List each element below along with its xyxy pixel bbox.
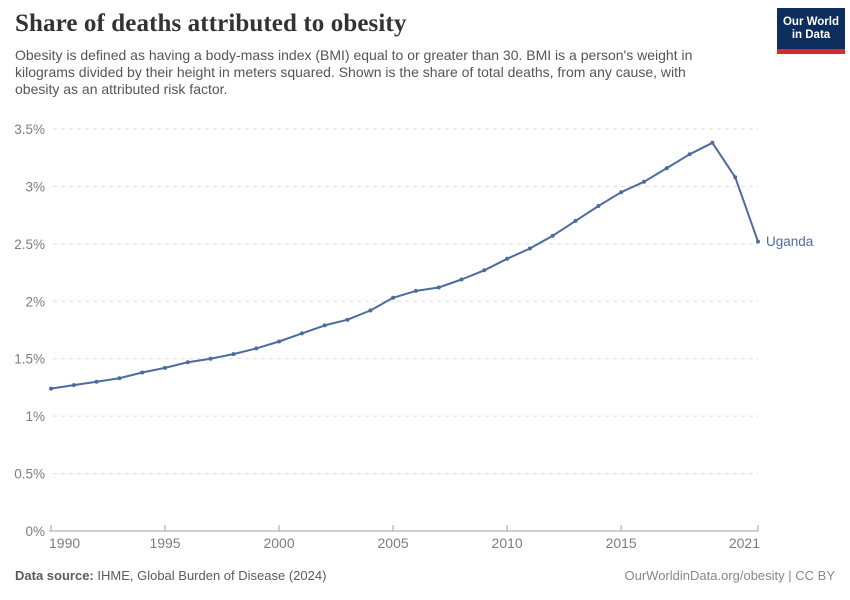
data-point bbox=[619, 190, 624, 195]
data-point bbox=[322, 323, 327, 328]
x-tick-label: 1995 bbox=[149, 535, 180, 551]
owid-logo-line2: in Data bbox=[791, 28, 831, 41]
y-tick-label: 0.5% bbox=[14, 467, 45, 482]
data-source-label: Data source: bbox=[15, 568, 94, 583]
chart-svg: 0% 0.5% 1% 1.5% 2% 2.5% 3% 3.5% 1990 1995 2000 2005… bbox=[14, 122, 814, 551]
entity-label: Uganda bbox=[766, 234, 814, 249]
x-tick-label: 2000 bbox=[263, 535, 294, 551]
y-tick-label: 3% bbox=[25, 179, 45, 194]
data-point bbox=[94, 379, 99, 384]
owid-logo-box: Our World in Data bbox=[777, 8, 845, 49]
data-point bbox=[413, 288, 418, 293]
credit-link[interactable]: OurWorldinData.org/obesity | CC BY bbox=[624, 568, 836, 583]
data-point bbox=[208, 356, 213, 361]
data-point bbox=[596, 204, 601, 208]
data-point bbox=[368, 308, 373, 313]
data-source-text: IHME, Global Burden of Disease (2024) bbox=[93, 568, 327, 583]
data-point bbox=[550, 233, 555, 238]
data-point bbox=[664, 166, 669, 171]
y-tick-label: 1% bbox=[25, 409, 45, 424]
data-point bbox=[436, 285, 441, 290]
data-point bbox=[185, 360, 190, 365]
y-tick-label: 2% bbox=[25, 294, 45, 309]
x-tick-label: 2015 bbox=[606, 535, 637, 551]
x-tick-label: 2005 bbox=[378, 535, 409, 551]
series-line bbox=[50, 141, 759, 390]
data-point bbox=[573, 218, 578, 223]
data-point bbox=[299, 331, 304, 336]
x-tick-label: 2010 bbox=[492, 535, 523, 551]
data-point bbox=[49, 386, 53, 391]
chart-title: Share of deaths attributed to obesity bbox=[15, 10, 407, 37]
data-point bbox=[117, 376, 122, 381]
data-point bbox=[710, 140, 715, 145]
chart-subtitle: Obesity is defined as having a body-mass… bbox=[15, 47, 693, 97]
data-point bbox=[733, 175, 738, 180]
owid-logo-line1: Our World bbox=[782, 15, 839, 28]
data-point bbox=[277, 339, 282, 344]
data-point bbox=[254, 346, 259, 351]
data-point bbox=[642, 179, 646, 184]
data-point bbox=[527, 246, 532, 251]
data-point bbox=[459, 277, 464, 282]
chart-header: Share of deaths attributed to obesity Ob… bbox=[15, 8, 845, 98]
chart-footer: Data source: IHME, Global Burden of Dise… bbox=[15, 568, 835, 583]
owid-logo[interactable]: Our World in Data bbox=[777, 8, 845, 54]
owid-logo-stripe bbox=[777, 49, 845, 54]
y-tick-label: 3.5% bbox=[14, 122, 45, 137]
data-point bbox=[756, 239, 760, 244]
y-tick-label: 0% bbox=[25, 524, 45, 539]
x-tick-label: 1990 bbox=[49, 535, 80, 551]
data-point bbox=[482, 268, 487, 273]
data-point bbox=[687, 152, 692, 157]
y-tick-label: 2.5% bbox=[14, 237, 45, 252]
chart-plot-area: 0% 0.5% 1% 1.5% 2% 2.5% 3% 3.5% 1990 1995 2000 2005… bbox=[0, 115, 850, 560]
data-point bbox=[231, 352, 236, 357]
data-point bbox=[391, 295, 396, 300]
data-point bbox=[505, 256, 510, 261]
data-point bbox=[71, 383, 76, 388]
data-source-note: Data source: IHME, Global Burden of Dise… bbox=[15, 568, 326, 583]
data-point bbox=[140, 370, 145, 375]
data-point bbox=[345, 317, 350, 322]
data-point bbox=[163, 365, 167, 370]
x-tick-label: 2021 bbox=[729, 535, 760, 551]
y-tick-label: 1.5% bbox=[14, 352, 45, 367]
